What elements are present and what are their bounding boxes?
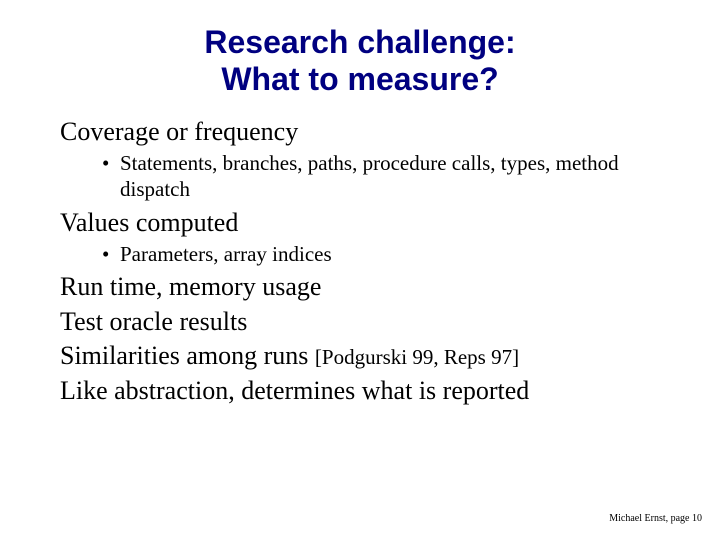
body-item: Coverage or frequency <box>60 116 660 149</box>
body-item-text: Run time, memory usage <box>60 272 321 301</box>
body-item: Like abstraction, determines what is rep… <box>60 375 660 408</box>
body-item-text: Like abstraction, determines what is rep… <box>60 376 529 405</box>
body-sublist: Parameters, array indices <box>60 241 660 267</box>
title-line-1: Research challenge: <box>204 24 515 60</box>
slide-footer: Michael Ernst, page 10 <box>609 513 702 524</box>
body-item: Run time, memory usage <box>60 271 660 304</box>
body-item-text: Test oracle results <box>60 307 247 336</box>
title-line-2: What to measure? <box>221 61 498 97</box>
body-sublist: Statements, branches, paths, procedure c… <box>60 150 660 203</box>
body-item-text: Similarities among runs <box>60 341 315 370</box>
citation: [Podgurski 99, Reps 97] <box>315 345 519 369</box>
body-subitem: Statements, branches, paths, procedure c… <box>106 150 660 203</box>
body-item: Similarities among runs [Podgurski 99, R… <box>60 340 660 373</box>
slide-body: Coverage or frequency Statements, branch… <box>60 116 660 408</box>
slide-title: Research challenge: What to measure? <box>60 24 660 98</box>
body-item: Values computed <box>60 207 660 240</box>
body-item-text: Values computed <box>60 208 238 237</box>
body-subitem: Parameters, array indices <box>106 241 660 267</box>
body-item: Test oracle results <box>60 306 660 339</box>
slide: Research challenge: What to measure? Cov… <box>0 0 720 540</box>
body-item-text: Coverage or frequency <box>60 117 298 146</box>
